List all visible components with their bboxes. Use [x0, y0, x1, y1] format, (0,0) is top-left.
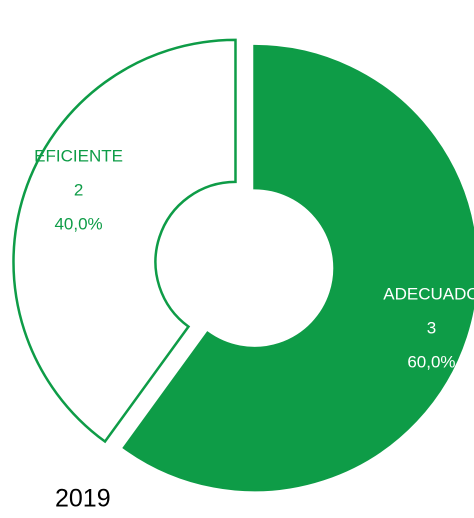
slice-value: 2 [74, 180, 83, 199]
slice-label: EFICIENTE [34, 146, 123, 165]
donut-slice [12, 38, 237, 444]
slice-percent: 60,0% [407, 353, 455, 372]
donut-slice [122, 44, 474, 492]
slice-value: 3 [427, 319, 436, 338]
slice-percent: 40,0% [54, 214, 102, 233]
chart-title: 2019 [55, 485, 111, 513]
slice-label: ADECUADO [383, 285, 474, 304]
